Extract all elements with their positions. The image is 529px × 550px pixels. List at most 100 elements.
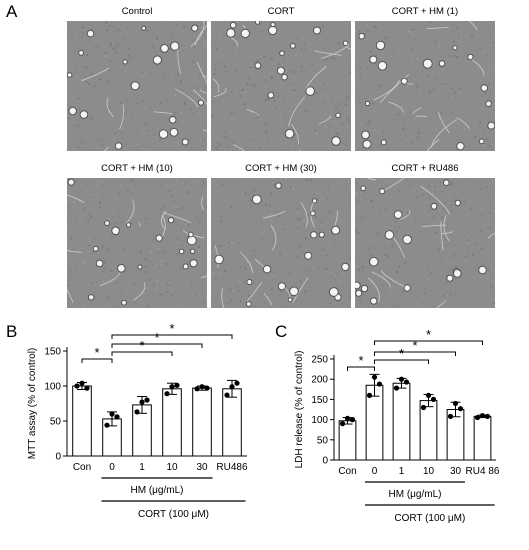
x-tick-label: 0 bbox=[109, 462, 115, 473]
data-point bbox=[104, 422, 110, 428]
micrograph-image bbox=[67, 21, 207, 151]
bar bbox=[102, 418, 122, 457]
y-tick-label: 100 bbox=[44, 382, 61, 393]
data-point bbox=[144, 397, 150, 403]
significance-star: * bbox=[169, 321, 174, 336]
data-point bbox=[398, 376, 405, 382]
y-tick-label: 150 bbox=[44, 347, 61, 358]
data-point bbox=[79, 380, 85, 386]
significance-star: * bbox=[399, 346, 404, 361]
y-tick-label: 250 bbox=[311, 355, 328, 366]
data-point bbox=[479, 412, 486, 419]
x-tick-label: 0 bbox=[372, 466, 378, 477]
bar bbox=[192, 387, 212, 457]
data-point bbox=[344, 415, 351, 421]
x-tick-label: RU486 bbox=[216, 462, 248, 473]
y-tick-label: 50 bbox=[317, 435, 329, 446]
treatment-label: HM (μg/mL) bbox=[389, 489, 442, 500]
significance-star: * bbox=[358, 353, 363, 368]
x-tick-label: 30 bbox=[450, 466, 462, 477]
significance-bracket bbox=[347, 366, 375, 371]
significance-star: * bbox=[412, 338, 417, 353]
micrograph-title: CORT + HM (30) bbox=[245, 163, 317, 174]
micrograph-image bbox=[355, 21, 495, 151]
bar bbox=[392, 382, 411, 461]
micrograph-image bbox=[67, 178, 207, 308]
data-point bbox=[393, 385, 400, 391]
y-axis-label: MTT assay (% of control) bbox=[27, 348, 38, 460]
significance-bracket bbox=[111, 343, 203, 348]
data-point bbox=[234, 380, 240, 386]
data-point bbox=[403, 379, 410, 385]
data-point bbox=[229, 384, 235, 390]
significance-star: * bbox=[426, 327, 431, 342]
panel-letter-c: C bbox=[275, 322, 288, 341]
bar bbox=[222, 388, 242, 457]
micrograph-title: CORT bbox=[267, 6, 295, 17]
y-axis-label: LDH release (% of control) bbox=[294, 351, 305, 469]
significance-star: * bbox=[139, 338, 144, 353]
data-point bbox=[164, 391, 170, 397]
x-tick-label: 1 bbox=[139, 462, 145, 473]
data-point bbox=[74, 383, 80, 389]
micrograph-image bbox=[211, 21, 351, 151]
significance-bracket bbox=[374, 340, 483, 345]
data-point bbox=[174, 382, 180, 388]
micrograph-title: Control bbox=[121, 6, 153, 17]
data-point bbox=[457, 406, 464, 412]
significance-star: * bbox=[94, 345, 99, 360]
data-point bbox=[114, 414, 120, 420]
significance-bracket bbox=[374, 359, 429, 364]
data-point bbox=[194, 386, 200, 392]
condition-label: CORT (100 μM) bbox=[138, 509, 209, 520]
bar bbox=[338, 420, 357, 461]
panel-letter-b: B bbox=[6, 322, 18, 341]
bar bbox=[72, 385, 92, 457]
data-point bbox=[169, 384, 175, 390]
bar bbox=[419, 400, 438, 461]
micrograph-image bbox=[211, 178, 351, 308]
y-tick-label: 50 bbox=[50, 417, 62, 428]
data-point bbox=[339, 421, 346, 427]
bar bbox=[446, 409, 465, 461]
data-point bbox=[139, 399, 145, 405]
x-tick-label: 10 bbox=[166, 462, 178, 473]
data-point bbox=[474, 414, 481, 421]
data-point bbox=[447, 413, 454, 419]
y-tick-label: 200 bbox=[311, 375, 328, 386]
data-point bbox=[109, 411, 115, 417]
bar bbox=[162, 388, 182, 457]
significance-star: * bbox=[154, 330, 159, 345]
x-tick-label: 1 bbox=[399, 466, 405, 477]
bar bbox=[132, 404, 152, 457]
x-tick-label: 10 bbox=[423, 466, 435, 477]
data-point bbox=[430, 396, 437, 402]
bar bbox=[365, 384, 384, 461]
condition-label: CORT (100 μM) bbox=[394, 513, 465, 524]
x-tick-label: RU4 86 bbox=[466, 466, 500, 477]
significance-bracket bbox=[111, 334, 233, 339]
y-tick-label: 100 bbox=[311, 415, 328, 426]
treatment-label: HM (μg/mL) bbox=[131, 485, 184, 496]
bar bbox=[473, 415, 492, 461]
data-point bbox=[134, 409, 140, 415]
micrograph-title: CORT + HM (1) bbox=[391, 6, 459, 17]
x-tick-label: 30 bbox=[196, 462, 208, 473]
data-point bbox=[84, 385, 90, 391]
micrograph-title: CORT + RU486 bbox=[391, 163, 459, 174]
data-point bbox=[366, 392, 373, 398]
data-point bbox=[484, 413, 491, 419]
data-point bbox=[420, 404, 427, 411]
panel-letter-a: A bbox=[6, 2, 18, 21]
data-point bbox=[224, 392, 230, 398]
micrograph-title: CORT + HM (10) bbox=[101, 163, 173, 174]
data-point bbox=[204, 385, 210, 391]
data-point bbox=[376, 381, 383, 387]
y-tick-label: 0 bbox=[322, 456, 328, 467]
x-tick-label: Con bbox=[73, 462, 91, 473]
significance-bracket bbox=[81, 358, 113, 363]
significance-bracket bbox=[374, 351, 456, 356]
data-point bbox=[425, 392, 432, 398]
y-tick-label: 150 bbox=[311, 395, 328, 406]
data-point bbox=[349, 417, 356, 423]
